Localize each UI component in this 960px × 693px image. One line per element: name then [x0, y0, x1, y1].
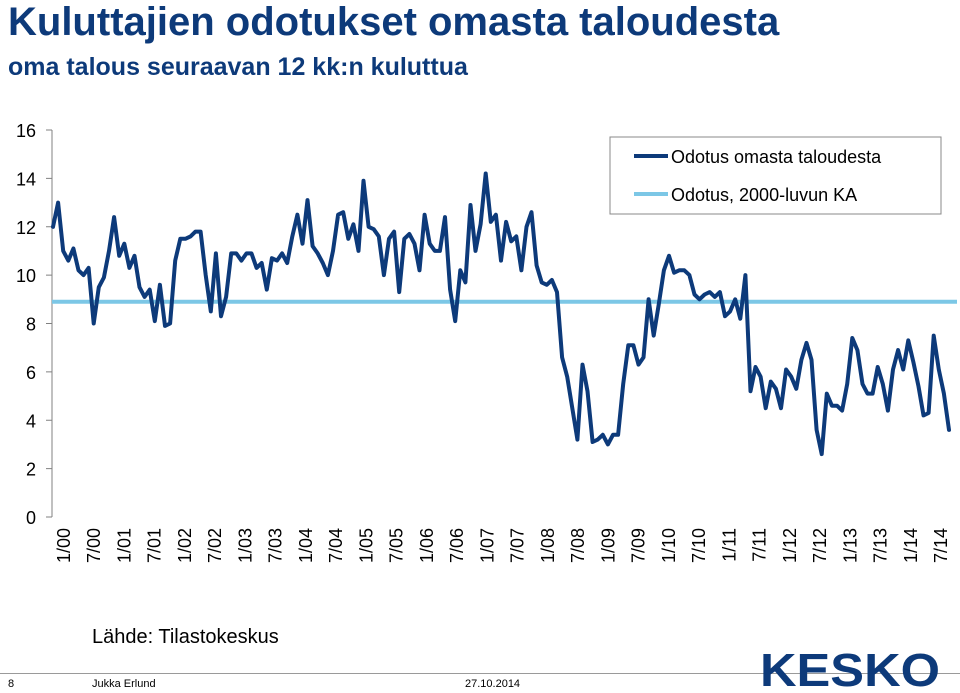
legend-label: Odotus omasta taloudesta	[671, 147, 882, 167]
y-tick-label: 4	[26, 411, 36, 431]
legend: Odotus omasta taloudesta Odotus, 2000-luv…	[609, 136, 942, 215]
x-tick-label: 1/08	[538, 528, 558, 563]
x-tick-label: 1/11	[719, 528, 739, 562]
x-tick-label: 1/04	[296, 528, 316, 563]
page-number: 8	[8, 678, 15, 690]
x-tick-label: 1/12	[780, 528, 800, 563]
y-tick-label: 0	[26, 508, 36, 528]
legend-box	[609, 136, 942, 215]
x-tick-label: 7/13	[871, 528, 891, 563]
x-tick-label: 7/04	[326, 528, 346, 563]
y-tick-label: 12	[16, 218, 36, 238]
x-tick-label: 7/07	[508, 528, 528, 563]
x-tick-label: 7/12	[810, 528, 830, 563]
legend-label: Odotus, 2000-luvun KA	[671, 185, 857, 205]
x-tick-label: 7/11	[750, 528, 770, 562]
y-tick-label: 2	[26, 460, 36, 480]
x-tick-label: 7/06	[447, 528, 467, 563]
svg-text:KESKO: KESKO	[760, 646, 940, 690]
footer-divider	[0, 673, 960, 674]
x-tick-label: 1/13	[840, 528, 860, 563]
chart-title: Kuluttajien odotukset omasta taloudesta	[8, 0, 780, 44]
x-tick-label: 7/09	[629, 528, 649, 563]
x-tick-label: 7/10	[689, 528, 709, 563]
x-tick-label: 7/08	[568, 528, 588, 563]
footer-author: Jukka Erlund	[92, 678, 156, 690]
kesko-logo: KESKO	[760, 646, 940, 690]
x-tick-label: 7/00	[84, 528, 104, 563]
x-tick-label: 1/06	[417, 528, 437, 563]
y-axis: 0 2 4 6 8 10 12 14 16	[16, 121, 53, 528]
series-main-line	[51, 171, 951, 457]
y-tick-label: 8	[26, 315, 36, 335]
x-tick-label: 7/03	[266, 528, 286, 563]
x-tick-label: 1/00	[54, 528, 74, 563]
x-tick-label: 7/01	[145, 528, 165, 563]
x-tick-label: 1/10	[659, 528, 679, 563]
x-tick-label: 1/05	[356, 528, 376, 563]
x-tick-label: 7/14	[931, 528, 951, 563]
y-tick-label: 14	[16, 169, 36, 189]
chart-subtitle: oma talous seuraavan 12 kk:n kuluttua	[8, 53, 468, 81]
x-tick-label: 1/07	[477, 528, 497, 563]
x-tick-label: 7/02	[205, 528, 225, 563]
x-tick-label: 1/02	[175, 528, 195, 563]
series-layer	[51, 171, 957, 457]
x-axis: 1/00 7/00 1/01 7/01 1/02 7/02 1/03 7/03 1/04 7/04…	[54, 528, 951, 563]
x-tick-label: 1/09	[598, 528, 618, 563]
x-tick-label: 1/14	[901, 528, 921, 563]
footer-date: 27.10.2014	[465, 678, 521, 690]
y-tick-label: 16	[16, 121, 36, 141]
y-tick-label: 10	[16, 266, 36, 286]
x-tick-label: 1/01	[114, 528, 134, 563]
y-tick-label: 6	[26, 363, 36, 383]
x-tick-label: 7/05	[387, 528, 407, 563]
source-note: Lähde: Tilastokeskus	[92, 626, 279, 648]
x-tick-label: 1/03	[235, 528, 255, 563]
